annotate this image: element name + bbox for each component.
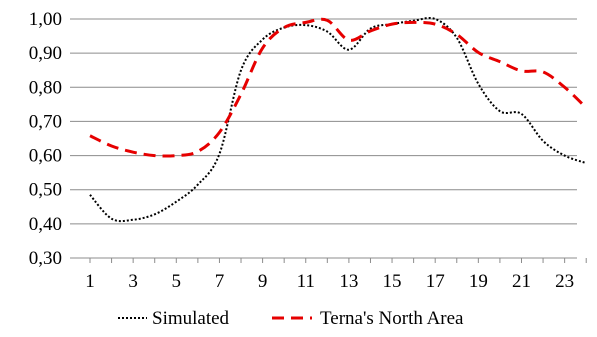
x-tick-label: 15 bbox=[383, 271, 402, 292]
x-tick-label: 13 bbox=[339, 271, 358, 292]
x-tick-label: 19 bbox=[469, 271, 488, 292]
y-tick-label: 0,50 bbox=[29, 180, 62, 201]
y-tick-label: 0,90 bbox=[29, 43, 62, 64]
y-tick-label: 0,40 bbox=[29, 214, 62, 235]
x-tick-label: 11 bbox=[297, 271, 315, 292]
x-axis bbox=[70, 257, 587, 263]
series-lines bbox=[89, 16, 588, 223]
y-tick-label: 0,70 bbox=[29, 111, 62, 132]
y-axis-tick-labels: 1,00 0,90 0,80 0,70 0,60 0,50 0,40 0,30 bbox=[29, 9, 62, 269]
x-tick-label: 9 bbox=[258, 271, 268, 292]
x-axis-tick-labels: 1 3 5 7 9 11 13 15 17 19 21 23 bbox=[85, 271, 574, 292]
y-tick-label: 0,80 bbox=[29, 77, 62, 98]
x-tick-label: 23 bbox=[555, 271, 574, 292]
legend: Simulated Terna's North Area bbox=[118, 308, 464, 329]
x-tick-label: 21 bbox=[512, 271, 531, 292]
y-tick-label: 1,00 bbox=[29, 9, 62, 30]
gridlines bbox=[70, 18, 577, 259]
x-tick-label: 17 bbox=[426, 271, 445, 292]
x-tick-label: 1 bbox=[85, 271, 95, 292]
y-tick-label: 0,60 bbox=[29, 146, 62, 167]
x-tick-label: 7 bbox=[215, 271, 225, 292]
series-line-simulated bbox=[89, 16, 587, 223]
x-tick-label: 5 bbox=[172, 271, 182, 292]
legend-label: Terna's North Area bbox=[320, 308, 464, 329]
legend-label: Simulated bbox=[152, 308, 230, 329]
series-line-terna-north-area bbox=[89, 17, 588, 158]
x-tick-label: 3 bbox=[128, 271, 138, 292]
y-tick-label: 0,30 bbox=[29, 248, 62, 269]
